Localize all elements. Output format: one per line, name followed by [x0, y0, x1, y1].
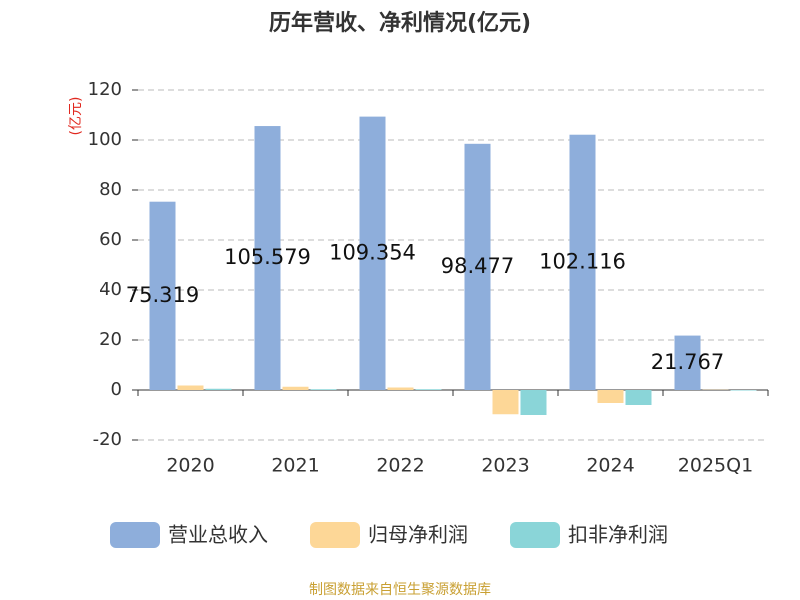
bar [310, 389, 337, 390]
legend-swatch [510, 522, 560, 548]
legend-label: 归母净利润 [368, 523, 468, 547]
data-label: 98.477 [441, 254, 514, 278]
bar [569, 134, 596, 390]
bar [205, 388, 232, 390]
legend-swatch [310, 522, 360, 548]
data-label: 21.767 [651, 350, 724, 374]
source-note: 制图数据来自恒生聚源数据库 [309, 582, 491, 598]
bar [492, 390, 519, 415]
bar [464, 143, 491, 390]
y-tick-label: 60 [99, 229, 122, 250]
y-tick-label: 0 [111, 379, 122, 400]
bar [730, 390, 757, 391]
y-tick-label: 100 [88, 129, 122, 150]
bar [415, 389, 442, 390]
data-label: 75.319 [126, 283, 199, 307]
bar [177, 385, 204, 390]
chart-title: 历年营收、净利情况(亿元) [269, 10, 531, 36]
legend-label: 营业总收入 [168, 523, 268, 547]
x-tick-label: 2024 [586, 455, 634, 477]
x-tick-label: 2025Q1 [678, 455, 753, 477]
legend-swatch [110, 522, 160, 548]
legend-label: 扣非净利润 [568, 523, 668, 547]
x-tick-label: 2023 [481, 455, 529, 477]
y-tick-label: -20 [93, 429, 122, 450]
data-label: 105.579 [224, 245, 311, 269]
y-tick-label: 40 [99, 279, 122, 300]
x-tick-label: 2022 [376, 455, 424, 477]
y-tick-label: 20 [99, 329, 122, 350]
y-axis-label: (亿元) [68, 97, 84, 136]
bar [254, 126, 281, 391]
bar [282, 386, 309, 390]
x-tick-label: 2020 [166, 455, 214, 477]
y-tick-label: 120 [88, 79, 122, 100]
bar [597, 390, 624, 403]
data-label: 109.354 [329, 240, 416, 264]
bar [520, 390, 547, 415]
bar [625, 390, 652, 405]
x-tick-label: 2021 [271, 455, 319, 477]
bar [359, 116, 386, 391]
data-label: 102.116 [539, 249, 626, 273]
bar [149, 201, 176, 390]
y-tick-label: 80 [99, 179, 122, 200]
bar [387, 387, 414, 390]
bar [674, 335, 701, 390]
